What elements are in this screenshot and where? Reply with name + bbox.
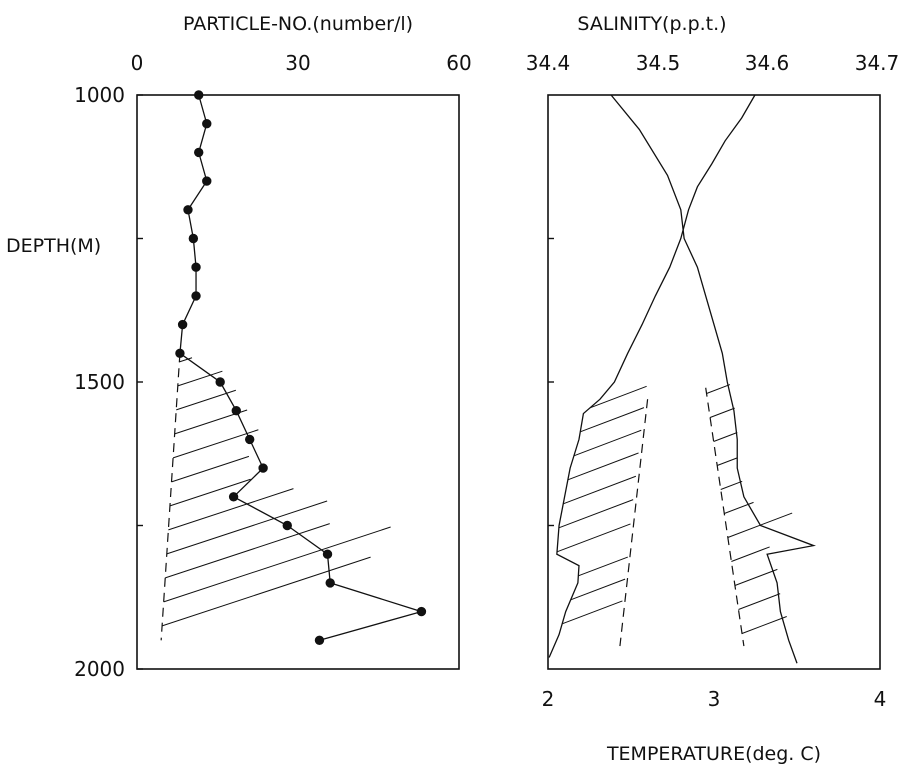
hatch-line	[580, 407, 645, 433]
hatch-line	[738, 593, 781, 610]
hatch-line	[165, 523, 330, 579]
particle-data-point	[191, 291, 201, 301]
particle-data-point	[282, 520, 292, 531]
salinity-plot-frame	[547, 94, 881, 670]
particle-data-point	[325, 578, 335, 588]
particle-data-point	[183, 205, 193, 215]
particle-x-tick-label: 30	[285, 51, 310, 75]
hatch-line	[561, 600, 623, 625]
hatch-line	[567, 452, 639, 481]
hatch-line	[589, 385, 647, 409]
particle-data-point	[188, 233, 199, 244]
temperature-profile-line	[610, 94, 817, 664]
salinity-axis-title: SALINITY(p.p.t.)	[577, 13, 726, 35]
hatch-line	[570, 578, 626, 601]
particle-data-point	[416, 606, 427, 617]
depth-tick-label: 1500	[74, 370, 125, 394]
hatch-line	[168, 488, 294, 531]
hatch-line	[741, 616, 787, 634]
hatch-line	[171, 455, 250, 483]
particle-panel: PARTICLE-NO.(number/l) DEPTH(M) 0 30 60 …	[6, 13, 472, 681]
particle-series	[160, 90, 427, 645]
particle-axis-title: PARTICLE-NO.(number/l)	[183, 13, 413, 35]
salinity-tick-label: 34.7	[855, 51, 898, 75]
hatch-line	[573, 429, 642, 457]
temperature-tick-label: 2	[542, 687, 555, 711]
particle-data-point	[175, 348, 185, 358]
particle-data-point	[215, 377, 225, 387]
salinity-temperature-series	[548, 94, 817, 664]
particle-data-point	[202, 176, 212, 186]
particle-data-point	[322, 549, 333, 559]
hatch-line	[709, 407, 735, 418]
hatch-line	[558, 499, 634, 529]
particle-data-point	[191, 262, 201, 272]
hatch-line	[706, 384, 731, 394]
hatch-line	[179, 357, 193, 363]
hatch-line	[172, 429, 259, 459]
depth-tick-label: 2000	[74, 657, 125, 681]
particle-data-point	[231, 406, 241, 416]
hatch-line	[578, 556, 628, 577]
particle-data-point	[194, 90, 204, 100]
depth-y-ticks: 1000 1500 2000	[74, 83, 143, 681]
salinity-profile-line	[548, 94, 756, 658]
hatch-line	[717, 457, 738, 466]
particle-data-point	[258, 463, 268, 473]
salinity-tick-label: 34.4	[526, 51, 571, 75]
temperature-x-ticks: 2 3 4	[542, 687, 887, 711]
salinity-temperature-panel: SALINITY(p.p.t.) TEMPERATURE(deg. C) 34.…	[526, 13, 898, 765]
particle-data-point	[228, 492, 239, 502]
hatch-line	[713, 432, 738, 442]
hatch-line	[161, 556, 371, 627]
salinity-dashed-baseline	[619, 399, 649, 647]
salinity-tick-label: 34.5	[636, 51, 681, 75]
hatch-line	[731, 546, 770, 562]
temperature-dashed-baseline	[705, 387, 745, 647]
particle-hatch-region	[161, 357, 391, 627]
particle-data-point	[245, 434, 255, 445]
hatch-line	[163, 526, 391, 603]
hatch-line	[720, 480, 743, 490]
particle-x-ticks: 0 30 60	[131, 51, 472, 75]
depth-tick-label: 1000	[74, 83, 125, 107]
particle-data-point	[177, 319, 188, 330]
particle-dashed-baseline	[160, 353, 181, 641]
hatch-line	[177, 370, 223, 387]
particle-x-tick-label: 60	[446, 51, 471, 75]
temperature-tick-label: 4	[874, 687, 887, 711]
particle-data-point	[194, 147, 204, 158]
temperature-axis-title: TEMPERATURE(deg. C)	[606, 743, 821, 765]
depth-axis-label: DEPTH(M)	[6, 235, 101, 257]
hatch-line	[169, 478, 251, 507]
hatch-line	[724, 501, 754, 514]
hatch-line	[734, 568, 778, 586]
particle-data-point	[314, 635, 325, 645]
particle-data-point	[202, 119, 212, 129]
hatch-line	[556, 523, 631, 553]
particle-x-tick-label: 0	[131, 51, 144, 75]
particle-plot-frame	[136, 94, 460, 670]
salinity-temperature-hatch-region	[556, 384, 793, 634]
hatch-line	[563, 475, 637, 505]
temperature-tick-label: 3	[708, 687, 721, 711]
particle-profile-line	[179, 94, 424, 641]
salinity-tick-label: 34.6	[745, 51, 790, 75]
salinity-x-ticks: 34.4 34.5 34.6 34.7	[526, 51, 898, 75]
hatch-line	[166, 500, 328, 555]
